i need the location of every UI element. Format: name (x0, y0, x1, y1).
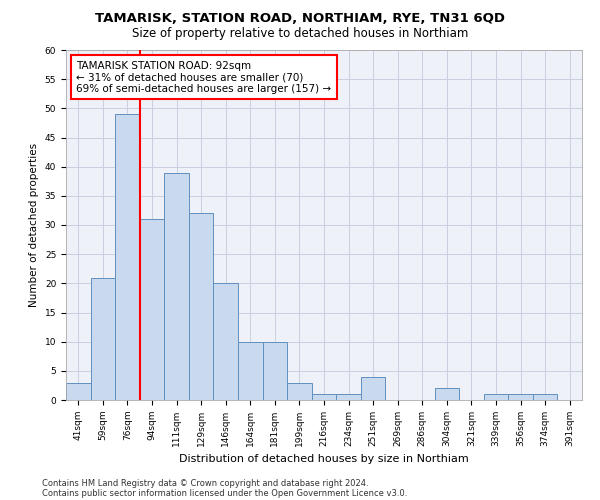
Bar (312, 394, 336, 400)
Bar (263, 342, 287, 400)
Bar (66, 382, 91, 400)
Bar (336, 394, 361, 400)
Y-axis label: Number of detached properties: Number of detached properties (29, 143, 39, 307)
Text: TAMARISK, STATION ROAD, NORTHIAM, RYE, TN31 6QD: TAMARISK, STATION ROAD, NORTHIAM, RYE, T… (95, 12, 505, 26)
Text: Contains HM Land Registry data © Crown copyright and database right 2024.: Contains HM Land Registry data © Crown c… (42, 478, 368, 488)
Bar (484, 394, 508, 400)
Bar (361, 376, 385, 400)
Bar (189, 214, 214, 400)
Bar (214, 284, 238, 400)
Bar (533, 394, 557, 400)
Text: Contains public sector information licensed under the Open Government Licence v3: Contains public sector information licen… (42, 488, 407, 498)
Bar (508, 394, 533, 400)
Bar (164, 172, 189, 400)
Bar (238, 342, 263, 400)
Bar (287, 382, 312, 400)
X-axis label: Distribution of detached houses by size in Northiam: Distribution of detached houses by size … (179, 454, 469, 464)
Text: TAMARISK STATION ROAD: 92sqm
← 31% of detached houses are smaller (70)
69% of se: TAMARISK STATION ROAD: 92sqm ← 31% of de… (76, 60, 331, 94)
Text: Size of property relative to detached houses in Northiam: Size of property relative to detached ho… (132, 28, 468, 40)
Bar (91, 278, 115, 400)
Bar (140, 219, 164, 400)
Bar (434, 388, 459, 400)
Bar (115, 114, 140, 400)
